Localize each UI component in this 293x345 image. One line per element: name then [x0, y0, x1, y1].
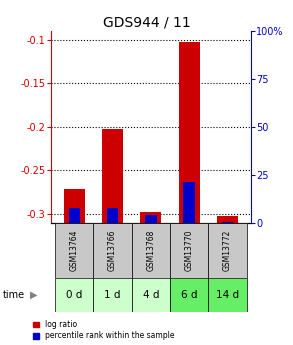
Legend: log ratio, percentile rank within the sample: log ratio, percentile rank within the sa… — [33, 320, 175, 341]
Text: GSM13766: GSM13766 — [108, 229, 117, 271]
Bar — [208, 278, 247, 312]
Text: GSM13772: GSM13772 — [223, 229, 232, 271]
Bar — [132, 278, 170, 312]
Bar — [64, 189, 85, 223]
Bar — [208, 223, 247, 278]
Bar — [93, 278, 132, 312]
Text: 14 d: 14 d — [216, 290, 239, 300]
Text: GSM13770: GSM13770 — [185, 229, 194, 271]
Bar — [55, 278, 93, 312]
Text: 4 d: 4 d — [143, 290, 159, 300]
Text: 6 d: 6 d — [181, 290, 197, 300]
Bar — [170, 223, 208, 278]
Bar — [132, 223, 170, 278]
Text: GSM13764: GSM13764 — [70, 229, 79, 271]
Bar — [55, 223, 93, 278]
Bar — [93, 223, 132, 278]
Bar — [179, 42, 200, 223]
Text: 0 d: 0 d — [66, 290, 82, 300]
Text: GDS944 / 11: GDS944 / 11 — [103, 16, 190, 30]
Bar — [222, 221, 233, 223]
Bar — [170, 278, 208, 312]
Bar — [217, 216, 238, 223]
Text: 1 d: 1 d — [104, 290, 121, 300]
Text: ▶: ▶ — [30, 290, 38, 300]
Bar — [183, 182, 195, 223]
Bar — [102, 129, 123, 223]
Bar — [107, 208, 118, 223]
Text: GSM13768: GSM13768 — [146, 229, 155, 271]
Bar — [69, 208, 80, 223]
Bar — [145, 215, 157, 223]
Bar — [140, 212, 161, 223]
Text: time: time — [3, 290, 25, 300]
